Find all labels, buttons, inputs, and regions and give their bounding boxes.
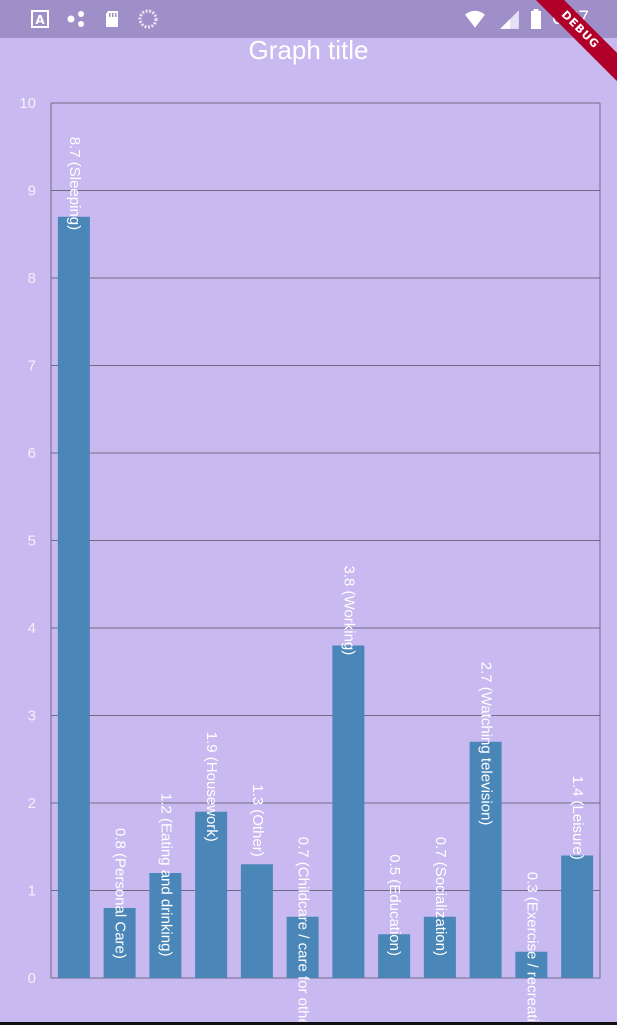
wifi-icon — [465, 10, 485, 28]
bar-education — [378, 934, 411, 978]
circle-spinner-icon — [138, 9, 158, 29]
bar-childcare-care-for-others — [286, 916, 319, 978]
share-dots-icon — [67, 11, 84, 27]
y-tick-label: 9 — [28, 183, 36, 200]
data-label: 3.8 (Working) — [340, 566, 357, 656]
bar-personal-care — [103, 908, 136, 978]
data-label: 0.7 (Socialization) — [432, 837, 449, 956]
data-label: 1.9 (Housework) — [203, 732, 220, 842]
bar-working — [332, 645, 365, 978]
bar-exercise-recreation — [515, 951, 548, 978]
data-label: 0.7 (Childcare / care for others) — [295, 837, 312, 1025]
bar-leisure — [561, 855, 594, 978]
bar-watching-television — [469, 741, 502, 978]
data-label: 0.3 (Exercise / recreation) — [523, 872, 540, 1025]
data-label: 0.5 (Education) — [386, 854, 403, 956]
y-tick-label: 10 — [19, 95, 36, 112]
y-tick-label: 5 — [28, 533, 36, 550]
status-left-icons: A — [30, 9, 158, 29]
data-label: 0.8 (Personal Care) — [112, 828, 129, 959]
y-tick-label: 4 — [28, 620, 36, 637]
bar-sleeping — [57, 216, 90, 978]
y-tick-label: 1 — [28, 883, 36, 900]
data-label: 1.2 (Eating and drinking) — [157, 793, 174, 956]
data-label: 1.3 (Other) — [249, 784, 266, 857]
y-tick-label: 7 — [28, 358, 36, 375]
battery-icon — [531, 9, 542, 29]
bottom-edge — [0, 1022, 617, 1025]
chart-title: Graph title — [248, 35, 369, 65]
bar-eating-and-drinking — [149, 873, 182, 978]
y-tick-label: 8 — [28, 270, 36, 287]
data-label: 1.4 (Leisure) — [569, 776, 586, 860]
y-tick-label: 3 — [28, 708, 36, 725]
y-tick-label: 2 — [28, 795, 36, 812]
text-a-icon: A — [31, 10, 49, 28]
bar-housework — [195, 811, 228, 978]
y-tick-label: 6 — [28, 445, 36, 462]
cell-signal-icon — [500, 10, 519, 29]
data-label: 8.7 (Sleeping) — [66, 137, 83, 230]
y-tick-label: 0 — [28, 970, 36, 987]
sd-card-icon — [106, 11, 118, 27]
data-label: 2.7 (Watching television) — [478, 662, 495, 826]
svg-text:A: A — [35, 13, 45, 27]
bar-other — [240, 864, 273, 978]
bar-socialization — [423, 916, 456, 978]
status-bar: A 6:27 DEBUG — [0, 0, 617, 91]
